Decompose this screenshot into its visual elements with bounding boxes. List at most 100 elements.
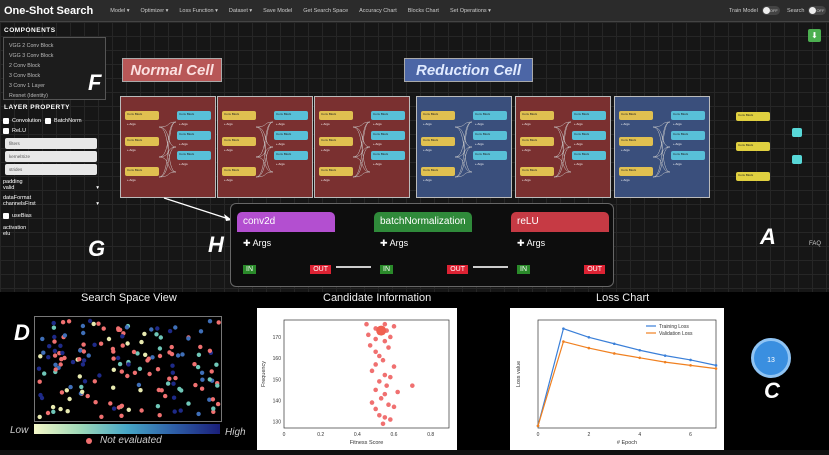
component-item[interactable]: VGG 3 Conv Block (9, 53, 54, 59)
mini-conv-block[interactable]: Conv Block (274, 131, 308, 140)
mini-conv-block[interactable]: Conv Block (125, 167, 159, 176)
graph-cell-block[interactable]: Conv Block + Args Conv Block + Args Conv Blo… (416, 96, 512, 198)
mini-conv-block[interactable]: Conv Block (671, 131, 705, 140)
candidate-scatter[interactable]: 0 0.2 0.4 0.6 0.8 130 140 150 160 170 Fitness Scor… (257, 308, 457, 450)
faq-link[interactable]: FAQ (809, 241, 822, 247)
relu-checkbox[interactable] (3, 128, 9, 134)
strides-input[interactable]: strides (5, 164, 97, 175)
loss-point (587, 346, 591, 350)
menu-item-get-search-space[interactable]: Get Search Space (303, 7, 349, 14)
node-args[interactable]: ✚ Args (380, 238, 409, 248)
mini-conv-block[interactable]: Conv Block (619, 167, 653, 176)
mini-conv-block[interactable]: Conv Block (473, 111, 507, 120)
component-item[interactable]: VGG 2 Conv Block (9, 43, 54, 49)
mini-conv-block[interactable]: Conv Block (125, 111, 159, 120)
dataformat-select[interactable]: channelsFirst ▾ (3, 201, 99, 207)
mini-conv-block[interactable]: Conv Block (371, 151, 405, 160)
train-model-switch[interactable]: OFF (761, 6, 780, 15)
mini-conv-block[interactable]: Conv Block (274, 111, 308, 120)
menu-item-accuracy-chart[interactable]: Accuracy Chart (359, 7, 397, 14)
mini-conv-block[interactable]: Conv Block (177, 131, 211, 140)
mini-conv-block[interactable]: Conv Block (619, 137, 653, 146)
x-tick-label: 0.8 (427, 432, 434, 438)
menu-item-set-operations[interactable]: Set Operations ▾ (449, 7, 491, 14)
mini-conv-block[interactable]: Conv Block (421, 167, 455, 176)
out-port[interactable]: OUT (584, 265, 605, 274)
graph-cell-block[interactable]: Conv Block + Args Conv Block + Args Conv Blo… (314, 96, 410, 198)
component-item[interactable]: 3 Conv 1 Layer (9, 83, 45, 89)
out-port[interactable]: OUT (310, 265, 331, 274)
usebias-checkbox[interactable] (3, 213, 9, 219)
progress-badge[interactable]: 13 (751, 338, 791, 378)
graph-cell-block[interactable]: Conv Block + Args Conv Block + Args Conv Blo… (217, 96, 313, 198)
mini-conv-block[interactable]: Conv Block (177, 111, 211, 120)
padding-select[interactable]: valid ▾ (3, 185, 99, 191)
search-space-scatter[interactable] (34, 316, 222, 422)
filters-input[interactable]: filters (5, 138, 97, 149)
search-switch[interactable]: OFF (808, 6, 827, 15)
output-node[interactable] (792, 155, 802, 164)
y-axis-label: Frequency (261, 361, 267, 387)
mini-conv-block[interactable]: Conv Block (371, 111, 405, 120)
mini-conv-block[interactable]: Conv Block (319, 167, 353, 176)
mini-conv-block[interactable]: Conv Block (125, 137, 159, 146)
output-conv-block[interactable]: Conv Block (736, 142, 770, 151)
mini-conv-block[interactable]: Conv Block (572, 131, 606, 140)
mini-conv-block[interactable]: Conv Block (274, 151, 308, 160)
detail-node-batchnormalization[interactable]: batchNormalization ✚ Args IN OUT (374, 212, 472, 278)
mini-args-label: + Args (475, 142, 484, 146)
component-item[interactable]: 3 Conv Block (9, 73, 41, 79)
mini-conv-block[interactable]: Conv Block (572, 151, 606, 160)
search-space-point (158, 335, 163, 340)
component-item[interactable]: Resnet (Identity) (9, 93, 48, 99)
mini-conv-block[interactable]: Conv Block (520, 111, 554, 120)
output-node[interactable] (792, 128, 802, 137)
graph-cell-block[interactable]: Conv Block + Args Conv Block + Args Conv Blo… (614, 96, 710, 198)
mini-conv-block[interactable]: Conv Block (421, 111, 455, 120)
mini-conv-block[interactable]: Conv Block (671, 111, 705, 120)
mini-conv-block[interactable]: Conv Block (319, 111, 353, 120)
mini-conv-block[interactable]: Conv Block (177, 151, 211, 160)
mini-conv-block[interactable]: Conv Block (222, 167, 256, 176)
in-port[interactable]: IN (517, 265, 530, 274)
batchnorm-checkbox[interactable] (45, 118, 52, 124)
mini-conv-block[interactable]: Conv Block (520, 137, 554, 146)
output-conv-block[interactable]: Conv Block (736, 112, 770, 121)
mini-conv-block[interactable]: Conv Block (671, 151, 705, 160)
graph-cell-block[interactable]: Conv Block + Args Conv Block + Args Conv Blo… (120, 96, 216, 198)
mini-conv-block[interactable]: Conv Block (572, 111, 606, 120)
detail-node-conv2d[interactable]: conv2d ✚ Args IN OUT (237, 212, 335, 278)
search-toggle[interactable]: Search OFF (787, 6, 827, 15)
detail-node-relu[interactable]: reLU ✚ Args IN OUT (511, 212, 609, 278)
mini-conv-block[interactable]: Conv Block (421, 137, 455, 146)
menu-item-loss-function[interactable]: Loss Function ▾ (179, 7, 218, 14)
menu-item-blocks-chart[interactable]: Blocks Chart (407, 7, 439, 14)
menu-item-save-model[interactable]: Save Model (263, 7, 293, 14)
node-args[interactable]: ✚ Args (243, 238, 272, 248)
mini-conv-block[interactable]: Conv Block (371, 131, 405, 140)
mini-conv-block[interactable]: Conv Block (520, 167, 554, 176)
menu-item-optimizer[interactable]: Optimizer ▾ (140, 7, 169, 14)
activation-value[interactable]: elu (3, 231, 11, 237)
component-item[interactable]: 2 Conv Block (9, 63, 41, 69)
node-args[interactable]: ✚ Args (517, 238, 546, 248)
mini-conv-block[interactable]: Conv Block (473, 131, 507, 140)
menu-item-model[interactable]: Model ▾ (110, 7, 130, 14)
menu-item-dataset[interactable]: Dataset ▾ (228, 7, 253, 14)
kernelsize-input[interactable]: kernelSize (5, 151, 97, 162)
search-space-point (58, 406, 63, 412)
in-port[interactable]: IN (243, 265, 256, 274)
graph-cell-block[interactable]: Conv Block + Args Conv Block + Args Conv Blo… (515, 96, 611, 198)
download-icon[interactable]: ⬇ (808, 29, 821, 42)
mini-conv-block[interactable]: Conv Block (319, 137, 353, 146)
in-port[interactable]: IN (380, 265, 393, 274)
train-model-toggle[interactable]: Train Model OFF (729, 6, 780, 15)
convolution-checkbox[interactable] (3, 118, 9, 124)
loss-chart[interactable]: 0 2 4 6 # Epoch Loss value Training LossValida… (510, 308, 724, 450)
mini-conv-block[interactable]: Conv Block (619, 111, 653, 120)
out-port[interactable]: OUT (447, 265, 468, 274)
mini-conv-block[interactable]: Conv Block (473, 151, 507, 160)
mini-conv-block[interactable]: Conv Block (222, 111, 256, 120)
mini-conv-block[interactable]: Conv Block (222, 137, 256, 146)
output-conv-block[interactable]: Conv Block (736, 172, 770, 181)
